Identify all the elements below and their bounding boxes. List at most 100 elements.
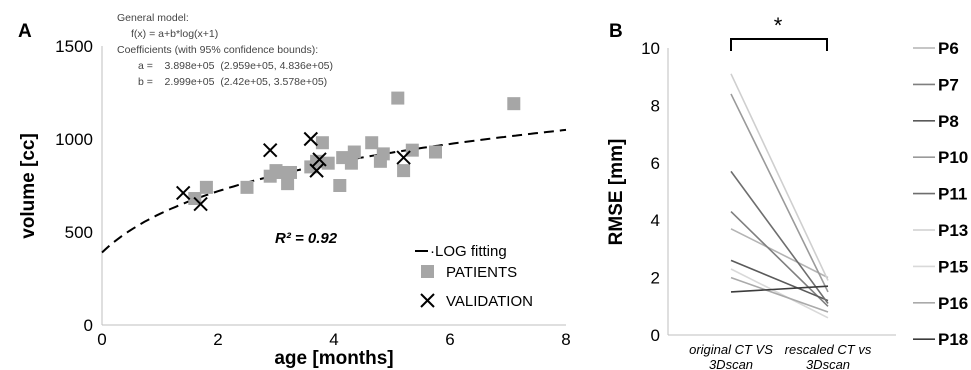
fit-annotation-line-1: General model: <box>117 12 189 24</box>
legend-patients-label: PATIENTS <box>446 264 517 281</box>
r-squared-label: R² = 0.92 <box>275 230 338 247</box>
category-labels: original CT VS 3Dscan rescaled CT vs 3Ds… <box>689 342 872 370</box>
fit-annotation-line-5: b = 2.999e+05 (2.42e+05, 3.578e+05) <box>138 76 327 88</box>
validation-point <box>175 185 191 201</box>
legend-validation-swatch <box>420 293 435 308</box>
panel-a-y-ticks: 0 500 1000 1500 <box>55 37 93 335</box>
legend-validation-label: VALIDATION <box>446 293 533 310</box>
patient-line-p7 <box>730 211 829 307</box>
patient-point <box>333 179 347 192</box>
patient-point <box>429 145 442 159</box>
legend-item-p8: P8 <box>913 112 959 131</box>
panel-b-y-tick-label: 6 <box>651 154 660 173</box>
legend-fit-label: ·LOG fitting <box>430 243 507 260</box>
validation-point <box>312 152 327 167</box>
legend-label: P10 <box>938 148 968 167</box>
patient-line-p10 <box>730 93 829 293</box>
validation-point <box>303 131 319 147</box>
validation-point <box>396 150 411 165</box>
panel-b-y-tick-label: 8 <box>651 96 660 115</box>
patient-point <box>391 91 405 105</box>
log-fit-curve <box>101 128 567 254</box>
patient-line-p16 <box>730 276 829 313</box>
panel-a-x-tick-label: 2 <box>213 330 222 349</box>
validation-point <box>193 196 208 212</box>
legend-item-p16: P16 <box>913 294 968 313</box>
fit-annotation-line-4: a = 3.898e+05 (2.959e+05, 4.836e+05) <box>138 60 333 72</box>
panel-a-legend: ·LOG fitting PATIENTS VALIDATION <box>415 243 533 310</box>
panel-a-y-tick-label: 1500 <box>55 37 93 56</box>
panel-b-y-tick-label: 4 <box>651 211 660 230</box>
validation-point <box>309 163 324 178</box>
patient-point <box>199 180 213 194</box>
panel-b-y-tick-label: 2 <box>651 269 660 288</box>
panel-a: A 0 500 1000 1500 0 2 4 6 8 volume [cc] age [mo… <box>18 12 571 369</box>
legend-item-p6: P6 <box>913 39 959 58</box>
legend-label: P13 <box>938 221 968 240</box>
category-label-original: original CT VS <box>689 342 773 357</box>
legend-label: P16 <box>938 294 968 313</box>
legend-label: P11 <box>938 185 967 204</box>
panel-a-y-tick-label: 500 <box>65 223 93 242</box>
legend-label: P15 <box>938 257 968 276</box>
patient-point <box>344 156 358 170</box>
validation-points <box>175 131 411 212</box>
fit-annotation: General model: f(x) = a+b*log(x+1) Coeff… <box>117 12 333 88</box>
patient-point <box>347 145 361 159</box>
category-label-rescaled: rescaled CT vs <box>785 342 872 357</box>
validation-point <box>262 142 278 158</box>
legend-item-p18: P18 <box>913 330 968 349</box>
patients-points <box>188 91 521 206</box>
panel-b-y-tick-label: 0 <box>651 326 660 345</box>
patient-point <box>376 147 390 161</box>
fit-annotation-line-2: f(x) = a+b*log(x+1) <box>131 28 218 40</box>
significance-bracket: * <box>730 13 828 51</box>
panel-b-legend: P6 P7 P8 P10 P11 P13 P15 P16 P18 <box>913 39 968 349</box>
panel-a-axes <box>101 46 566 326</box>
patient-point <box>321 156 335 170</box>
fit-annotation-line-3: Coefficients (with 95% confidence bounds… <box>117 44 318 56</box>
legend-item-patients: PATIENTS <box>421 264 517 281</box>
legend-label: P7 <box>938 75 959 94</box>
legend-item-p7: P7 <box>913 75 959 94</box>
panel-b: B 0 2 4 6 8 10 RMSE [mm] * original CT VS 3Ds… <box>606 13 968 370</box>
patient-line-p8 <box>730 259 829 302</box>
legend-label: P6 <box>938 39 959 58</box>
panel-b-y-ticks: 0 2 4 6 8 10 <box>641 39 660 345</box>
legend-item-p13: P13 <box>913 221 968 240</box>
category-label-rescaled-line-2: 3Dscan <box>806 357 850 370</box>
legend-label: P18 <box>938 330 968 349</box>
legend-label: P8 <box>938 112 959 131</box>
legend-item-fit: ·LOG fitting <box>415 243 507 260</box>
patient-point <box>281 177 295 191</box>
legend-item-validation: VALIDATION <box>420 293 533 310</box>
panel-a-y-tick-label: 1000 <box>55 130 93 149</box>
legend-item-p10: P10 <box>913 148 968 167</box>
patient-point <box>284 165 297 179</box>
legend-item-p15: P15 <box>913 257 968 276</box>
legend-item-p11: P11 <box>913 185 967 204</box>
panel-a-x-axis-title: age [months] <box>274 348 393 369</box>
category-label-original-line-2: 3Dscan <box>709 357 753 370</box>
patient-line-p15 <box>730 268 829 319</box>
patient-line-p13 <box>730 73 829 281</box>
patient-line-p11 <box>730 170 829 304</box>
panel-a-y-tick-label: 0 <box>84 316 93 335</box>
patient-line-p18 <box>730 285 829 293</box>
panel-a-x-tick-label: 6 <box>445 330 454 349</box>
panel-a-y-axis-title: volume [cc] <box>18 133 39 239</box>
patient-point <box>397 164 411 178</box>
patient-lines <box>730 73 829 319</box>
significance-bracket-line <box>730 38 828 51</box>
patient-line-p6 <box>730 228 829 279</box>
panel-a-x-tick-label: 0 <box>97 330 106 349</box>
patient-point <box>315 136 329 150</box>
panel-a-x-tick-label: 4 <box>329 330 338 349</box>
panel-a-x-ticks: 0 2 4 6 8 <box>97 330 570 349</box>
panel-b-y-tick-label: 10 <box>641 39 660 58</box>
panel-a-x-tick-label: 8 <box>561 330 570 349</box>
patient-point <box>240 180 254 194</box>
panel-b-letter: B <box>609 21 623 42</box>
panel-b-y-axis-title: RMSE [mm] <box>606 139 627 246</box>
